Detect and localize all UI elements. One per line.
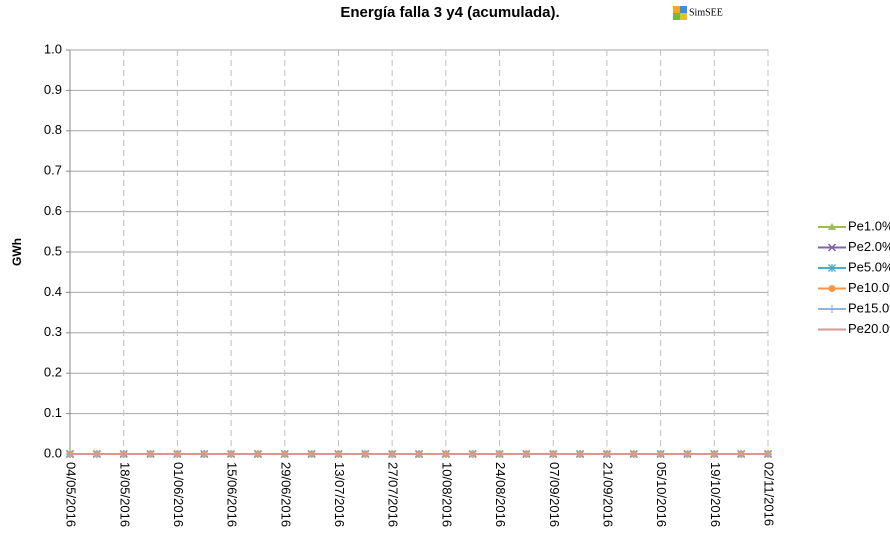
legend-item: Pe5.0%: [818, 259, 890, 274]
legend-item: Pe1.0%: [818, 218, 890, 233]
x-tick-label: 01/06/2016: [171, 462, 186, 527]
logo-text: SimSEE: [689, 7, 723, 18]
y-tick-label: 0.1: [44, 405, 62, 420]
x-tick-label: 24/08/2016: [493, 462, 508, 527]
y-tick-label: 0.2: [44, 365, 62, 380]
y-tick-label: 0.7: [44, 163, 62, 178]
y-tick-label: 1.0: [44, 41, 62, 56]
legend-label: Pe5.0%: [848, 259, 890, 274]
legend-label: Pe2.0%: [848, 239, 890, 254]
y-tick-label: 0.0: [44, 445, 62, 460]
marker: [827, 243, 837, 252]
x-tick-label: 29/06/2016: [278, 462, 293, 527]
y-axis-label: GWh: [10, 238, 24, 266]
x-tick-label: 27/07/2016: [386, 462, 401, 527]
marker: [828, 223, 836, 230]
legend-item: Pe15.0%: [818, 300, 890, 315]
legend-item: Pe10.0%: [818, 280, 890, 295]
legend-label: Pe15.0%: [848, 300, 890, 315]
x-tick-label: 04/05/2016: [64, 462, 79, 527]
legend-item: Pe2.0%: [818, 239, 890, 254]
legend-label: Pe20.0%: [848, 321, 890, 336]
marker: [828, 305, 836, 313]
chart-title: Energía falla 3 y4 (acumulada).: [340, 4, 559, 21]
marker: [828, 285, 836, 292]
y-tick-label: 0.9: [44, 82, 62, 97]
y-tick-label: 0.6: [44, 203, 62, 218]
legend-item: Pe20.0%: [818, 321, 890, 336]
x-tick-label: 19/10/2016: [708, 462, 723, 527]
x-tick-label: 13/07/2016: [332, 462, 347, 527]
legend-label: Pe10.0%: [848, 280, 890, 295]
x-tick-label: 21/09/2016: [600, 462, 615, 527]
x-tick-label: 07/09/2016: [547, 462, 562, 527]
y-tick-label: 0.5: [44, 243, 62, 258]
x-tick-label: 05/10/2016: [654, 462, 669, 527]
x-tick-label: 15/06/2016: [225, 462, 240, 527]
marker: [828, 264, 836, 272]
logo-icon: [673, 6, 687, 20]
x-tick-label: 10/08/2016: [439, 462, 454, 527]
y-tick-label: 0.4: [44, 284, 62, 299]
x-tick-label: 18/05/2016: [117, 462, 132, 527]
y-tick-label: 0.8: [44, 122, 62, 137]
x-tick-label: 02/11/2016: [762, 462, 777, 526]
y-tick-label: 0.3: [44, 324, 62, 339]
legend-label: Pe1.0%: [848, 218, 890, 233]
